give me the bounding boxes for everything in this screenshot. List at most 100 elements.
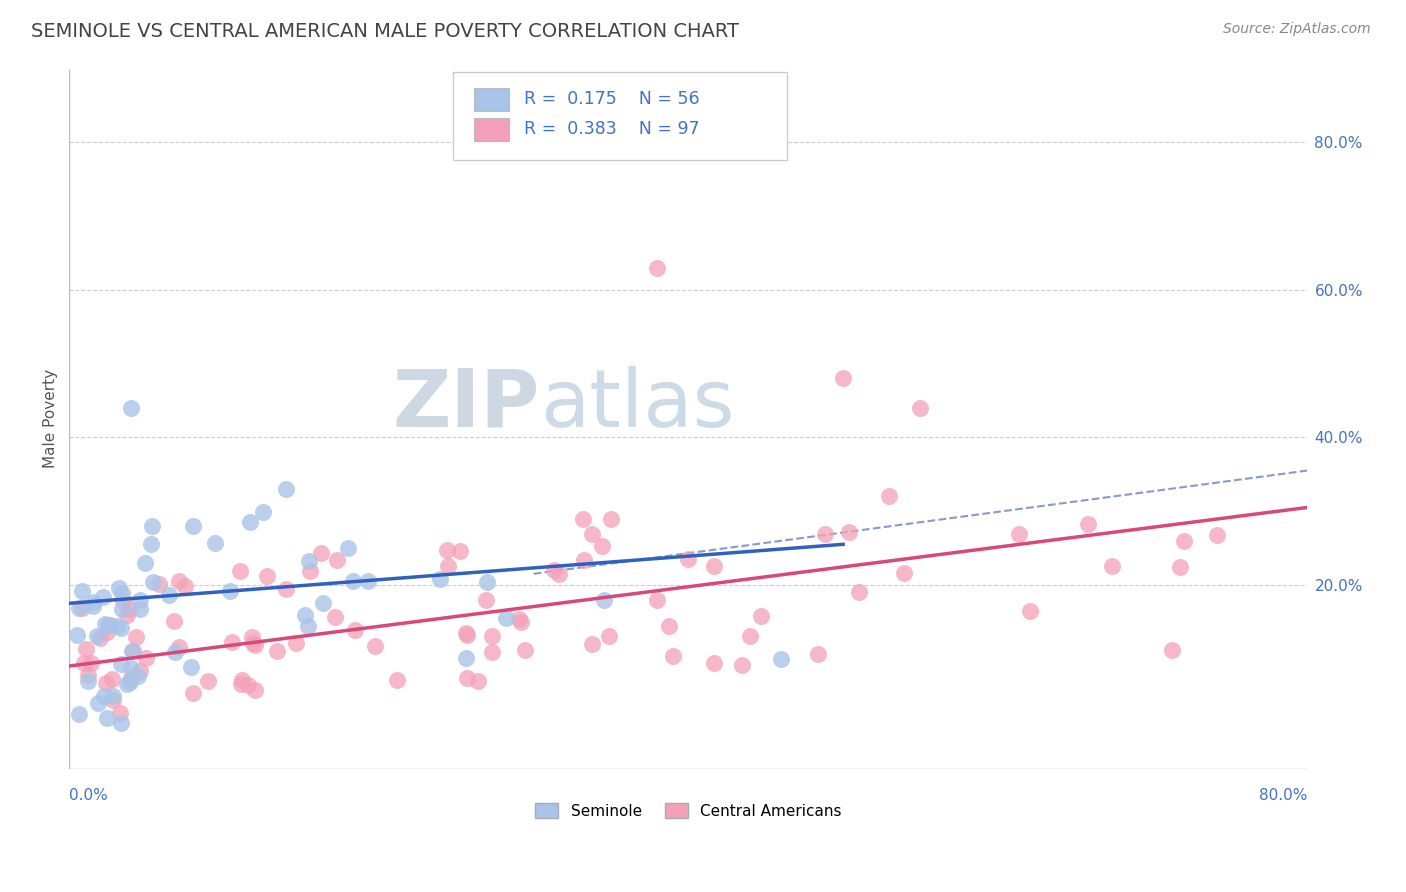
Point [107, 619, 129, 633]
Legend: Seminole, Central Americans: Seminole, Central Americans [529, 797, 848, 825]
Point [1168, 559, 1191, 574]
Point [89, 631, 111, 645]
Point [167, 574, 190, 589]
Point [297, 618, 319, 632]
Point [80, 656, 103, 670]
Point [703, 656, 725, 670]
Point [738, 629, 761, 643]
Point [910, 401, 932, 415]
Point [121, 643, 143, 657]
Point [107, 581, 129, 595]
Point [548, 566, 571, 581]
Point [111, 586, 134, 600]
Text: atlas: atlas [540, 366, 734, 444]
Point [832, 371, 855, 385]
Point [97, 617, 120, 632]
Point [197, 673, 219, 688]
Point [456, 672, 478, 686]
Point [703, 558, 725, 573]
Point [294, 607, 316, 622]
Point [231, 673, 253, 687]
Point [481, 629, 503, 643]
Point [312, 596, 335, 610]
Point [749, 608, 772, 623]
Point [600, 511, 623, 525]
Point [180, 660, 202, 674]
Text: 0.0%: 0.0% [69, 788, 108, 803]
Point [581, 526, 603, 541]
Point [543, 563, 565, 577]
Point [66, 628, 89, 642]
Point [82, 599, 104, 613]
Point [110, 715, 132, 730]
Point [117, 677, 139, 691]
Point [274, 582, 297, 596]
Point [437, 558, 460, 573]
Point [134, 556, 156, 570]
Point [129, 602, 152, 616]
Point [96, 711, 118, 725]
Point [1019, 604, 1042, 618]
Point [69, 706, 91, 721]
Point [429, 572, 451, 586]
Point [807, 647, 830, 661]
Point [127, 669, 149, 683]
Point [513, 643, 536, 657]
Point [98, 618, 121, 632]
Point [142, 575, 165, 590]
Point [125, 631, 148, 645]
Point [139, 537, 162, 551]
Point [111, 602, 134, 616]
Point [574, 553, 596, 567]
Point [678, 552, 700, 566]
Point [72, 601, 94, 615]
Point [70, 583, 93, 598]
Point [495, 611, 517, 625]
Point [103, 690, 125, 704]
Text: R =  0.175    N = 56: R = 0.175 N = 56 [523, 90, 699, 108]
Point [848, 585, 870, 599]
Point [120, 401, 142, 415]
Point [111, 594, 134, 608]
Point [245, 638, 267, 652]
Point [456, 650, 478, 665]
Point [1008, 527, 1031, 541]
Point [591, 539, 613, 553]
Point [647, 260, 669, 275]
Point [122, 643, 145, 657]
Point [148, 576, 170, 591]
Point [1077, 516, 1099, 531]
Point [245, 683, 267, 698]
Point [454, 626, 477, 640]
Point [475, 593, 498, 607]
Point [87, 696, 110, 710]
Point [1161, 642, 1184, 657]
Point [298, 554, 321, 568]
Point [274, 482, 297, 496]
Point [86, 629, 108, 643]
Point [118, 601, 141, 615]
Point [342, 574, 364, 588]
Point [256, 569, 278, 583]
Y-axis label: Male Poverty: Male Poverty [44, 369, 58, 468]
Point [467, 673, 489, 688]
Point [510, 615, 533, 630]
Point [75, 641, 97, 656]
Point [326, 553, 349, 567]
Point [1205, 527, 1227, 541]
Point [77, 674, 100, 689]
Text: SEMINOLE VS CENTRAL AMERICAN MALE POVERTY CORRELATION CHART: SEMINOLE VS CENTRAL AMERICAN MALE POVERT… [31, 22, 740, 41]
Point [181, 685, 204, 699]
Point [162, 615, 184, 629]
Point [893, 566, 915, 580]
FancyBboxPatch shape [474, 88, 509, 111]
Point [1101, 559, 1123, 574]
Point [118, 675, 141, 690]
Point [76, 668, 98, 682]
Point [387, 673, 409, 688]
Point [336, 541, 359, 555]
Point [108, 706, 131, 720]
Point [135, 650, 157, 665]
Point [449, 544, 471, 558]
Point [456, 628, 478, 642]
